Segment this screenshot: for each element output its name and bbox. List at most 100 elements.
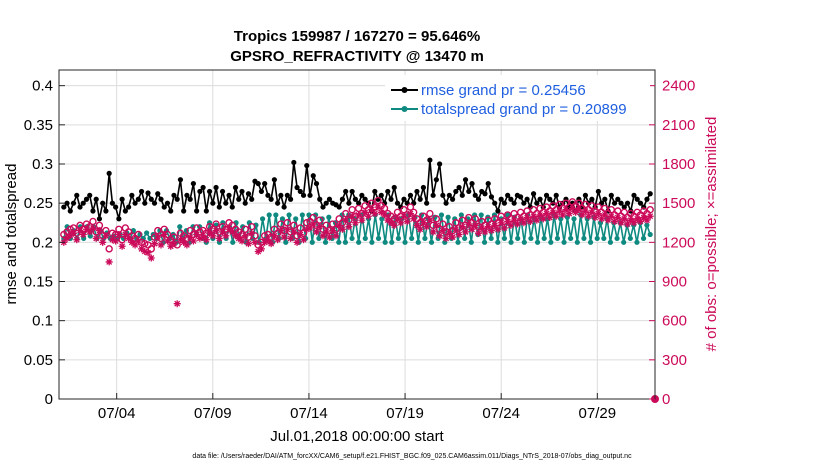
data-point-obs-assimilated — [261, 238, 269, 246]
data-point-rmse — [177, 177, 184, 183]
data-point-rmse — [203, 208, 209, 214]
data-point-rmse — [132, 200, 138, 206]
data-point-obs-assimilated — [494, 225, 502, 233]
data-point-obs-assimilated — [66, 232, 74, 240]
data-point-rmse — [381, 200, 388, 206]
data-point-obs-assimilated — [611, 217, 619, 225]
data-point-rmse — [530, 191, 537, 197]
data-point-rmse — [70, 200, 77, 206]
data-point-obs-assimilated — [410, 215, 418, 223]
data-point-rmse — [216, 204, 222, 210]
data-point-rmse — [106, 170, 112, 176]
data-point-totalspread — [356, 239, 362, 245]
data-point-totalspread — [64, 224, 70, 230]
data-point-rmse — [420, 184, 427, 191]
x-axis: 07/04 07/09 07/14 07/19 07/24 07/29 — [98, 393, 616, 422]
data-point-totalspread — [422, 235, 428, 242]
y-tick-right-label: 2400 — [662, 78, 695, 95]
y-tick-right-label: 900 — [662, 274, 687, 291]
data-point-obs-assimilated — [89, 224, 97, 232]
data-point-obs-assimilated — [565, 210, 573, 218]
data-point-rmse — [394, 200, 401, 206]
data-point-totalspread — [87, 233, 93, 239]
data-point-obs-assimilated — [633, 215, 641, 223]
data-point-rmse — [547, 196, 553, 202]
data-point-obs-possible — [309, 213, 317, 222]
y-tick-left-label: 0.3 — [32, 156, 53, 173]
data-point-rmse — [64, 200, 70, 206]
data-point-rmse — [498, 196, 504, 202]
data-point-obs-assimilated — [416, 225, 424, 233]
data-point-rmse — [359, 192, 365, 198]
data-point-obs-assimilated — [604, 216, 612, 224]
x-tick-label: 07/29 — [579, 405, 617, 422]
data-point-totalspread — [342, 239, 349, 245]
data-point-rmse — [291, 159, 297, 166]
data-point-obs-possible — [439, 220, 447, 228]
data-point-obs-possible — [296, 224, 305, 232]
plot-frame — [58, 69, 656, 400]
data-point-totalspread — [286, 212, 292, 218]
data-point-totalspread — [362, 235, 368, 242]
x-tick-label: 07/14 — [290, 405, 328, 422]
data-point-obs-assimilated — [549, 208, 557, 216]
data-point-rmse — [93, 196, 99, 202]
data-point-obs-assimilated — [465, 220, 473, 228]
data-point-obs-assimilated — [335, 221, 343, 229]
data-point-totalspread — [528, 235, 534, 242]
data-point-totalspread — [369, 239, 375, 245]
data-point-obs-assimilated — [108, 236, 116, 244]
data-point-totalspread — [597, 220, 604, 226]
y-tick-left-label: 0.35 — [24, 117, 53, 134]
data-point-obs-assimilated — [244, 240, 252, 248]
data-point-rmse — [135, 196, 141, 202]
data-point-obs-assimilated — [620, 215, 628, 223]
data-point-obs-possible — [283, 219, 292, 227]
data-point-totalspread — [322, 239, 329, 245]
data-point-obs-assimilated — [513, 220, 521, 228]
data-point-totalspread — [501, 235, 508, 242]
data-point-rmse — [378, 192, 384, 198]
data-point-rmse — [268, 196, 274, 202]
data-point-totalspread — [621, 239, 627, 245]
data-point-obs-possible — [118, 236, 126, 244]
data-point-obs-assimilated — [248, 229, 256, 237]
data-point-rmse — [158, 196, 164, 202]
y-axis-label-right: # of obs: o=possible; ×=assimilated — [703, 117, 720, 352]
data-point-obs-assimilated — [225, 225, 233, 233]
data-point-obs-assimilated — [76, 227, 84, 235]
data-point-rmse — [323, 200, 329, 206]
data-point-rmse — [258, 188, 265, 195]
data-point-obs-assimilated — [474, 229, 482, 237]
data-point-rmse — [190, 180, 196, 187]
data-point-obs-assimilated — [105, 258, 113, 266]
data-point-rmse — [602, 196, 608, 202]
data-point-obs-assimilated — [419, 219, 427, 227]
data-point-totalspread — [144, 230, 150, 236]
data-point-obs-assimilated — [319, 232, 327, 240]
data-point-rmse — [414, 188, 420, 195]
data-point-obs-assimilated — [439, 227, 447, 235]
data-point-obs-assimilated — [228, 228, 236, 236]
data-point-rmse — [232, 184, 239, 191]
data-point-obs-assimilated — [287, 234, 295, 242]
data-point-obs-assimilated — [309, 220, 317, 228]
data-point-rmse — [320, 204, 326, 210]
data-point-rmse — [424, 200, 430, 206]
data-point-obs-assimilated — [591, 214, 599, 222]
y-tick-left-label: 0.1 — [32, 313, 53, 330]
data-point-obs-assimilated — [189, 237, 197, 245]
data-point-obs-assimilated — [406, 210, 414, 218]
data-point-obs-assimilated — [403, 217, 411, 225]
data-point-rmse — [294, 184, 300, 191]
data-point-obs-assimilated — [193, 231, 201, 238]
data-point-obs-assimilated — [351, 219, 359, 227]
data-point-obs-assimilated — [79, 231, 87, 238]
data-point-rmse — [462, 177, 469, 183]
data-point-obs-assimilated — [176, 236, 184, 244]
data-point-rmse — [534, 200, 540, 206]
data-point-obs-assimilated — [449, 233, 457, 241]
data-point-totalspread — [458, 212, 464, 218]
data-point-rmse — [236, 196, 242, 202]
data-point-obs-assimilated — [329, 227, 337, 235]
